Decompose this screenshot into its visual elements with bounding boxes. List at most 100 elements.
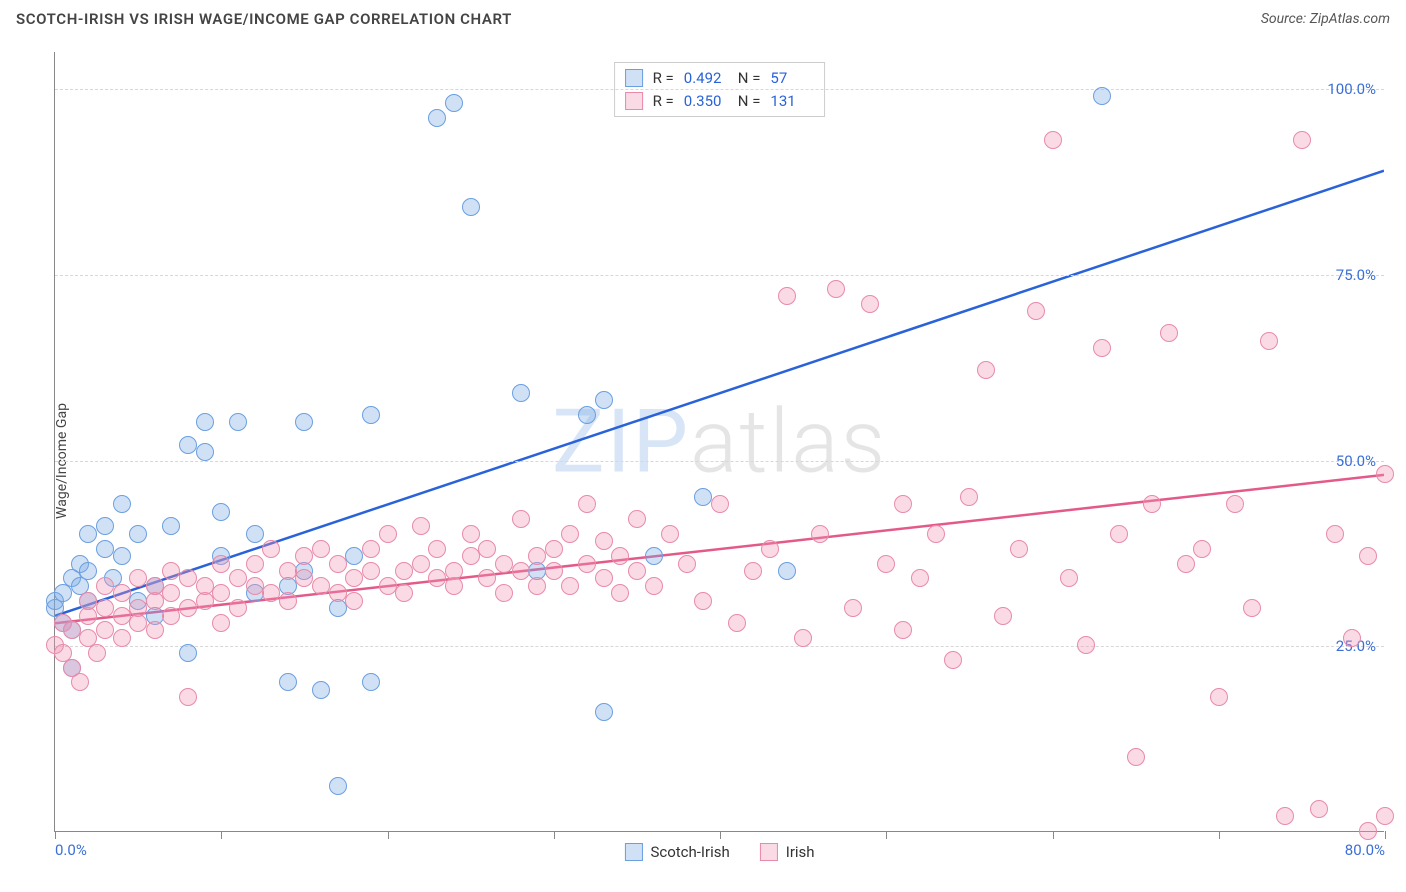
data-point (794, 629, 812, 647)
data-point (113, 547, 131, 565)
data-point (994, 607, 1012, 625)
data-point (1226, 495, 1244, 513)
x-tick-label: 0.0% (55, 841, 87, 859)
data-point (462, 525, 480, 543)
data-point (462, 198, 480, 216)
data-point (1359, 547, 1377, 565)
data-point (478, 540, 496, 558)
data-point (445, 577, 463, 595)
data-point (1193, 540, 1211, 558)
data-point (179, 569, 197, 587)
data-point (512, 384, 530, 402)
data-point (329, 555, 347, 573)
x-tick (1219, 831, 1220, 839)
data-point (129, 599, 147, 617)
data-point (146, 621, 164, 639)
data-point (545, 562, 563, 580)
data-point (312, 681, 330, 699)
data-point (246, 525, 264, 543)
y-tick-label: 50.0% (1336, 452, 1376, 470)
data-point (345, 547, 363, 565)
legend-label-scotch-irish: Scotch-Irish (650, 843, 729, 861)
data-point (96, 540, 114, 558)
data-point (977, 361, 995, 379)
data-point (379, 577, 397, 595)
data-point (844, 599, 862, 617)
x-tick (221, 831, 222, 839)
plot-area: ZIPatlas R = 0.492 N = 57 R = 0.350 N = … (54, 52, 1384, 832)
data-point (146, 577, 164, 595)
r-value-irish: 0.350 (684, 90, 728, 113)
x-tick (388, 831, 389, 839)
data-point (512, 562, 530, 580)
data-point (595, 569, 613, 587)
data-point (528, 577, 546, 595)
x-tick (554, 831, 555, 839)
data-point (694, 488, 712, 506)
data-point (79, 525, 97, 543)
data-point (71, 673, 89, 691)
data-point (96, 599, 114, 617)
data-point (778, 562, 796, 580)
trend-lines (55, 52, 1384, 831)
chart-container: Wage/Income Gap ZIPatlas R = 0.492 N = 5… (10, 40, 1396, 882)
data-point (162, 562, 180, 580)
swatch-irish (625, 92, 643, 110)
data-point (1276, 807, 1294, 825)
data-point (196, 443, 214, 461)
data-point (246, 555, 264, 573)
data-point (1160, 324, 1178, 342)
data-point (113, 629, 131, 647)
data-point (262, 584, 280, 602)
data-point (894, 621, 912, 639)
data-point (944, 651, 962, 669)
legend-swatch-scotch-irish (624, 843, 642, 861)
data-point (478, 569, 496, 587)
gridline (55, 275, 1384, 276)
data-point (279, 592, 297, 610)
data-point (312, 540, 330, 558)
data-point (927, 525, 945, 543)
data-point (661, 525, 679, 543)
data-point (645, 547, 663, 565)
data-point (362, 673, 380, 691)
data-point (1044, 131, 1062, 149)
data-point (129, 569, 147, 587)
data-point (1010, 540, 1028, 558)
data-point (1143, 495, 1161, 513)
data-point (1310, 800, 1328, 818)
x-tick (1385, 831, 1386, 839)
data-point (894, 495, 912, 513)
data-point (761, 540, 779, 558)
data-point (162, 584, 180, 602)
data-point (628, 510, 646, 528)
gridline (55, 646, 1384, 647)
data-point (528, 547, 546, 565)
y-tick-label: 100.0% (1327, 80, 1376, 98)
data-point (595, 703, 613, 721)
data-point (362, 540, 380, 558)
data-point (611, 584, 629, 602)
data-point (196, 577, 214, 595)
data-point (778, 287, 796, 305)
data-point (811, 525, 829, 543)
y-tick-label: 75.0% (1336, 266, 1376, 284)
data-point (179, 599, 197, 617)
data-point (395, 584, 413, 602)
x-tick (886, 831, 887, 839)
data-point (578, 555, 596, 573)
data-point (578, 495, 596, 513)
data-point (379, 525, 397, 543)
data-point (744, 562, 762, 580)
data-point (428, 569, 446, 587)
data-point (1326, 525, 1344, 543)
data-point (345, 569, 363, 587)
x-tick (720, 831, 721, 839)
data-point (113, 495, 131, 513)
data-point (578, 406, 596, 424)
data-point (279, 673, 297, 691)
source-attribution: Source: ZipAtlas.com (1261, 11, 1390, 27)
data-point (395, 562, 413, 580)
data-point (462, 547, 480, 565)
data-point (79, 562, 97, 580)
